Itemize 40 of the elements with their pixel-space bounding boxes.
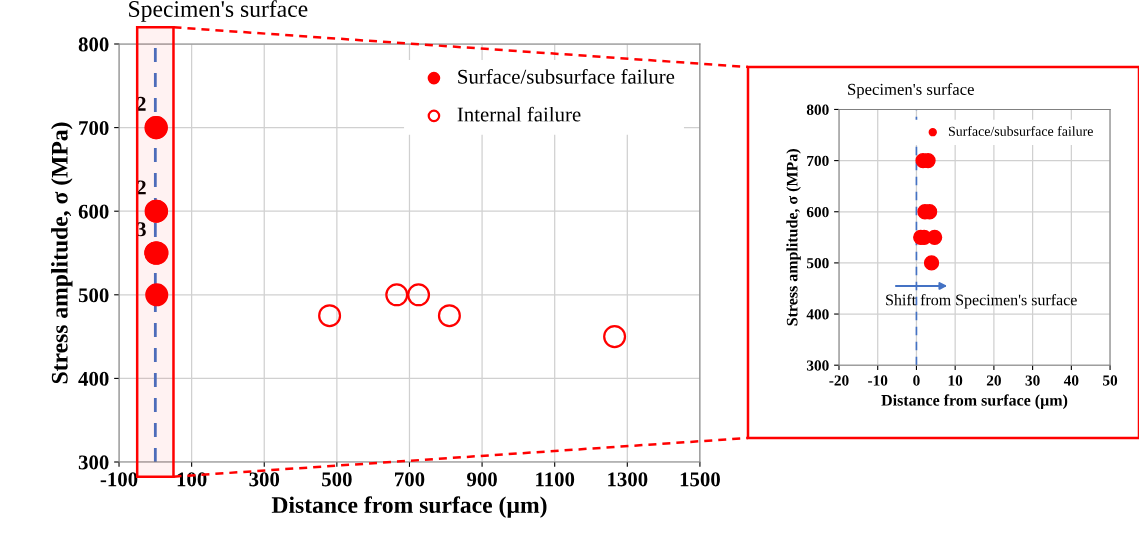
annotation: 2 — [137, 180, 146, 195]
x-tick-label: 30 — [1025, 375, 1040, 386]
legend-label: Surface/subsurface failure — [948, 126, 1093, 136]
y-tick-label: 600 — [78, 204, 109, 219]
y-tick-label: 700 — [807, 155, 829, 167]
x-tick-label: 100 — [177, 472, 207, 487]
y-tick-label: 800 — [78, 37, 109, 52]
x-tick-label: 20 — [986, 375, 1001, 386]
y-tick-label: 400 — [78, 371, 109, 386]
y-tick-label: 600 — [806, 206, 829, 218]
x-tick-label: 500 — [322, 472, 352, 487]
annotation: Shift from Specimen's surface — [886, 293, 1077, 309]
y-tick-label: 700 — [79, 120, 109, 136]
x-tick-label: 0 — [913, 375, 920, 386]
legend-label: Surface/subsurface failure — [458, 68, 675, 84]
x-tick-label: -20 — [829, 375, 849, 386]
x-tick-label: 1100 — [536, 472, 575, 487]
x-tick-label: 300 — [249, 472, 280, 487]
ref-line-label: Specimen's surface — [848, 83, 974, 99]
x-tick-label: 1300 — [608, 472, 648, 487]
x-axis-title: Distance from surface (µm) — [881, 394, 1068, 409]
y-tick-label: 300 — [78, 455, 109, 470]
x-tick-label: -10 — [868, 375, 888, 386]
x-tick-label: 10 — [948, 375, 963, 386]
x-axis-title: Distance from surface (µm) — [271, 496, 547, 518]
ref-line-label: Specimen's surface — [129, 0, 308, 22]
x-tick-label: 40 — [1063, 375, 1079, 386]
x-tick-label: 1500 — [680, 472, 720, 487]
x-tick-label: 50 — [1103, 375, 1118, 386]
y-axis-title: Stress amplitude, σ (MPa) — [786, 149, 801, 326]
y-tick-label: 500 — [78, 288, 109, 303]
x-tick-label: 700 — [395, 472, 425, 487]
y-axis-title: Stress amplitude, σ (MPa) — [51, 122, 73, 384]
legend-label: Internal failure — [457, 106, 581, 122]
y-tick-label: 300 — [806, 360, 829, 371]
x-tick-label: -100 — [100, 472, 138, 487]
y-tick-label: 400 — [806, 309, 829, 320]
x-tick-label: 900 — [467, 472, 497, 487]
y-tick-label: 800 — [806, 104, 829, 115]
y-tick-label: 500 — [806, 258, 829, 269]
